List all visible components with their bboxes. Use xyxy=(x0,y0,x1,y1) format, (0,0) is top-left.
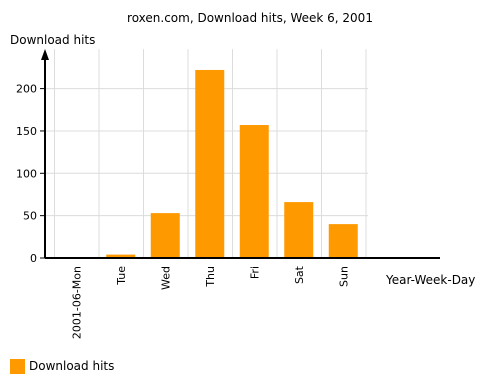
y-tick-labels: 0 50 100 150 200 xyxy=(16,83,37,265)
legend-swatch xyxy=(10,358,25,374)
y-tick-label: 200 xyxy=(16,83,37,96)
y-tick-label: 0 xyxy=(30,252,37,265)
legend: Download hits xyxy=(10,357,114,375)
bar xyxy=(239,125,269,259)
x-tick-label: 2001-06-Mon xyxy=(70,266,83,339)
axes xyxy=(40,49,440,259)
y-tick-label: 100 xyxy=(16,167,37,180)
x-axis-title: Year-Week-Day xyxy=(385,273,475,287)
x-tick-labels: 2001-06-Mon Tue Wed Thu Fri Sat Sun xyxy=(70,265,350,339)
bar xyxy=(106,254,136,258)
y-axis-arrow xyxy=(41,49,49,60)
bar xyxy=(150,213,180,258)
x-tick-label: Sun xyxy=(337,266,350,287)
bar xyxy=(195,69,225,258)
x-tick-label: Thu xyxy=(204,266,217,288)
bar xyxy=(328,224,358,258)
grid-lines xyxy=(45,49,368,258)
chart-title: roxen.com, Download hits, Week 6, 2001 xyxy=(127,11,373,25)
x-tick-label: Fri xyxy=(248,266,261,279)
y-axis-title: Download hits xyxy=(10,33,95,47)
x-tick-label: Tue xyxy=(115,266,128,286)
bar xyxy=(284,202,314,258)
x-tick-label: Wed xyxy=(159,266,172,290)
y-tick-label: 50 xyxy=(23,210,37,223)
legend-label: Download hits xyxy=(29,359,115,373)
x-tick-label: Sat xyxy=(293,265,306,284)
y-tick-label: 150 xyxy=(16,125,37,138)
bars xyxy=(106,69,358,259)
